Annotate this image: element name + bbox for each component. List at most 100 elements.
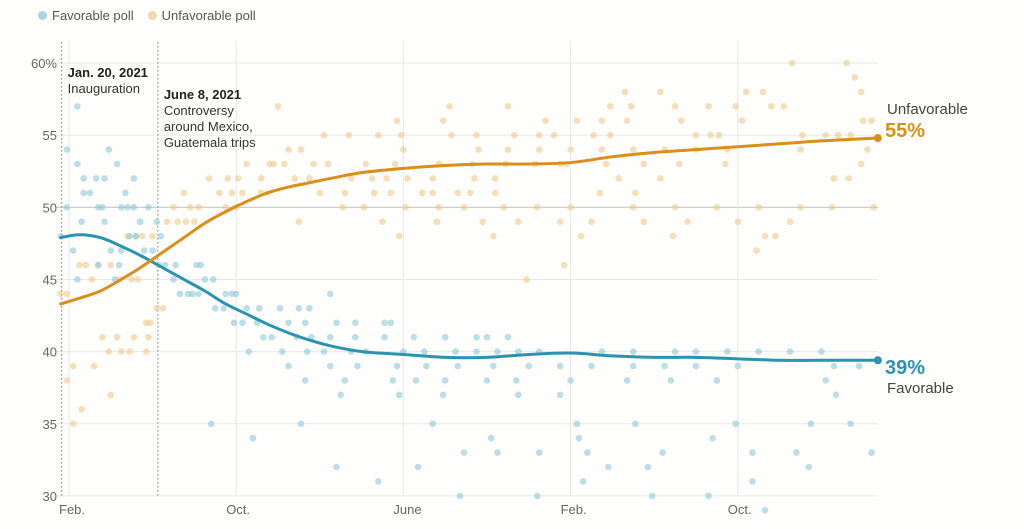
- unfavorable-poll-point: [88, 276, 96, 283]
- unfavorable-poll-point: [504, 146, 512, 153]
- unfavorable-poll-point: [588, 218, 595, 226]
- unfavorable-poll-point: [216, 189, 223, 197]
- unfavorable-poll-point: [533, 204, 541, 211]
- favorable-poll-point: [126, 232, 133, 240]
- legend-unfavorable-label: Unfavorable poll: [161, 8, 256, 23]
- favorable-poll-point: [326, 333, 334, 341]
- favorable-poll-point: [855, 362, 863, 370]
- unfavorable-poll-point: [627, 102, 635, 110]
- unfavorable-poll-point: [297, 146, 305, 153]
- unfavorable-poll-point: [510, 131, 518, 139]
- favorable-poll-point: [209, 276, 217, 283]
- favorable-poll-point: [239, 319, 246, 327]
- unfavorable-poll-point: [755, 204, 762, 211]
- favorable-poll-point: [249, 434, 257, 442]
- unfavorable-poll-point: [515, 218, 522, 226]
- unfavorable-poll-point: [239, 189, 246, 197]
- unfavorable-poll-point: [542, 117, 549, 125]
- favorable-poll-point: [195, 290, 202, 298]
- annotation-text: around Mexico,: [164, 119, 253, 134]
- unfavorable-poll-point: [454, 189, 462, 197]
- favorable-poll-point: [395, 391, 403, 399]
- favorable-poll-point: [724, 348, 731, 355]
- unfavorable-poll-point: [138, 232, 146, 240]
- unfavorable-poll-point: [128, 276, 135, 283]
- favorable-poll-point: [598, 348, 606, 355]
- unfavorable-poll-point: [615, 175, 622, 182]
- trend-lines: [59, 134, 882, 365]
- unfavorable-poll-point: [78, 406, 85, 413]
- unfavorable-poll-point: [822, 131, 829, 139]
- unfavorable-poll-point: [556, 218, 564, 226]
- favorable-poll-point: [136, 218, 144, 226]
- favorable-poll-point: [822, 377, 829, 384]
- unfavorable-poll-point: [228, 189, 236, 197]
- favorable-poll-point: [454, 362, 462, 370]
- unfavorable-poll-point: [234, 175, 242, 182]
- favorable-poll-point: [709, 434, 717, 442]
- unfavorable-poll-point: [205, 175, 213, 182]
- favorable-poll-point: [412, 377, 420, 384]
- favorable-poll-point: [115, 261, 123, 269]
- unfavorable-poll-point: [257, 175, 265, 182]
- favorable-poll-point: [556, 391, 564, 399]
- favorable-poll-point: [375, 478, 382, 485]
- favorable-poll-point: [297, 420, 305, 428]
- favorable-poll-point: [535, 449, 543, 456]
- unfavorable-poll-point: [473, 131, 480, 139]
- legend-favorable-dot: [38, 11, 47, 20]
- legend-item-unfavorable: Unfavorable poll: [147, 8, 256, 23]
- unfavorable-poll-point: [126, 348, 133, 355]
- unfavorable-poll-point: [489, 232, 497, 240]
- unfavorable-poll-point: [360, 204, 367, 211]
- favorable-poll-point: [648, 492, 656, 500]
- unfavorable-poll-point: [63, 290, 71, 298]
- y-tick-label: 50: [43, 200, 57, 215]
- unfavorable-poll-point: [590, 131, 597, 139]
- y-tick-label: 40: [43, 345, 57, 360]
- annotation-title: Jan. 20, 2021: [68, 65, 148, 80]
- favorable-poll-point: [761, 507, 769, 514]
- favorable-poll-point: [105, 146, 113, 153]
- legend-unfavorable-dot: [147, 11, 157, 20]
- unfavorable-poll-point: [732, 102, 740, 110]
- unfavorable-poll-point: [577, 232, 585, 240]
- favorable-poll-point: [661, 362, 668, 370]
- unfavorable-poll-point: [404, 175, 411, 182]
- favorable-poll-point: [145, 204, 152, 211]
- annotation-lines: [61, 42, 159, 496]
- favorable-poll-point: [713, 377, 721, 384]
- unfavorable-poll-point: [145, 333, 152, 341]
- unfavorable-poll-point: [492, 189, 499, 197]
- unfavorable-poll-point: [632, 189, 639, 197]
- unfavorable-poll-point: [57, 290, 64, 298]
- unfavorable-poll-point: [868, 117, 875, 125]
- favorable-poll-point: [320, 348, 328, 355]
- unfavorable-poll-point: [621, 88, 629, 96]
- unfavorable-poll-point: [780, 102, 788, 110]
- annotation-text: Controversy: [164, 103, 235, 118]
- unfavorable-poll-point: [753, 247, 760, 254]
- unfavorable-poll-point: [191, 218, 198, 226]
- favorable-poll-point: [333, 319, 340, 327]
- unfavorable-poll-point: [400, 146, 407, 153]
- x-axis-labels: Feb. Oct. June Feb. Oct.: [59, 502, 752, 517]
- favorable-poll-point: [124, 204, 131, 211]
- favorable-poll-point: [341, 377, 349, 384]
- unfavorable-poll-point: [375, 131, 382, 139]
- unfavorable-poll-point: [391, 160, 399, 168]
- favorable-poll-point: [567, 377, 574, 384]
- favorable-poll-point: [306, 305, 313, 312]
- favorable-poll-point: [588, 362, 595, 370]
- unfavorable-poll-point: [69, 362, 77, 370]
- unfavorable-poll-point: [535, 146, 543, 153]
- favorable-poll-point: [303, 348, 311, 355]
- favorable-poll-point: [393, 362, 401, 370]
- favorable-poll-point: [157, 232, 165, 240]
- unfavorable-poll-point: [63, 377, 71, 384]
- unfavorable-poll-point: [834, 131, 842, 139]
- unfavorable-poll-point: [705, 102, 712, 110]
- y-axis-labels: 30 35 40 45 50 55 60%: [31, 56, 57, 504]
- favorable-poll-point: [207, 420, 215, 428]
